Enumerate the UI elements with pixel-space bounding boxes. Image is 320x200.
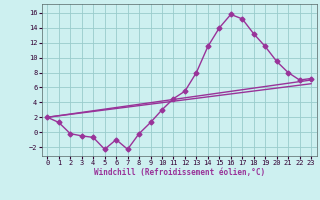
X-axis label: Windchill (Refroidissement éolien,°C): Windchill (Refroidissement éolien,°C) [94, 168, 265, 177]
